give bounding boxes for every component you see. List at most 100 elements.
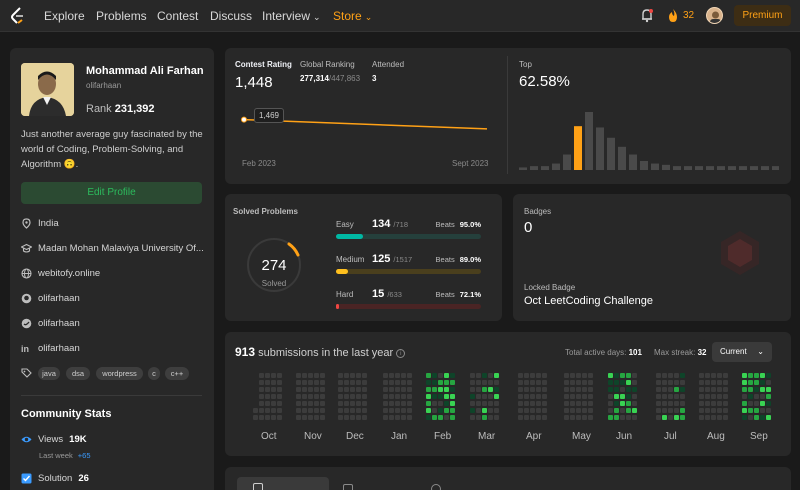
histogram-bar[interactable] <box>728 166 736 170</box>
heatmap-cell[interactable] <box>314 415 319 420</box>
heatmap-cell[interactable] <box>582 387 587 392</box>
heatmap-cell[interactable] <box>259 380 264 385</box>
heatmap-cell[interactable] <box>766 401 771 406</box>
heatmap-cell[interactable] <box>536 380 541 385</box>
heatmap-cell[interactable] <box>570 408 575 413</box>
heatmap-cell[interactable] <box>401 380 406 385</box>
heatmap-cell[interactable] <box>362 415 367 420</box>
heatmap-cell[interactable] <box>608 408 613 413</box>
heatmap-cell[interactable] <box>711 394 716 399</box>
heatmap-cell[interactable] <box>656 415 661 420</box>
heatmap-cell[interactable] <box>438 401 443 406</box>
heatmap-cell[interactable] <box>536 408 541 413</box>
heatmap-cell[interactable] <box>338 380 343 385</box>
heatmap-cell[interactable] <box>754 380 759 385</box>
heatmap-cell[interactable] <box>699 415 704 420</box>
heatmap-cell[interactable] <box>699 387 704 392</box>
heatmap-cell[interactable] <box>674 408 679 413</box>
heatmap-cell[interactable] <box>662 394 667 399</box>
heatmap-cell[interactable] <box>614 394 619 399</box>
heatmap-cell[interactable] <box>383 394 388 399</box>
heatmap-cell[interactable] <box>494 394 499 399</box>
heatmap-cell[interactable] <box>705 415 710 420</box>
heatmap-cell[interactable] <box>588 415 593 420</box>
heatmap-cell[interactable] <box>344 373 349 378</box>
heatmap-cell[interactable] <box>760 408 765 413</box>
heatmap-cell[interactable] <box>582 415 587 420</box>
heatmap-cell[interactable] <box>383 408 388 413</box>
heatmap-cell[interactable] <box>389 373 394 378</box>
heatmap-cell[interactable] <box>271 380 276 385</box>
heatmap-cell[interactable] <box>362 401 367 406</box>
heatmap-cell[interactable] <box>350 387 355 392</box>
heatmap-cell[interactable] <box>608 401 613 406</box>
heatmap-cell[interactable] <box>426 394 431 399</box>
heatmap-cell[interactable] <box>389 387 394 392</box>
notification-bell-icon[interactable] <box>640 8 654 23</box>
heatmap-cell[interactable] <box>626 401 631 406</box>
heatmap-cell[interactable] <box>564 408 569 413</box>
heatmap-cell[interactable] <box>350 415 355 420</box>
heatmap-cell[interactable] <box>536 373 541 378</box>
heatmap-cell[interactable] <box>277 408 282 413</box>
heatmap-cell[interactable] <box>656 387 661 392</box>
heatmap-cell[interactable] <box>760 380 765 385</box>
heatmap-cell[interactable] <box>518 373 523 378</box>
heatmap-cell[interactable] <box>308 394 313 399</box>
heatmap-cell[interactable] <box>308 387 313 392</box>
heatmap-cell[interactable] <box>662 373 667 378</box>
heatmap-cell[interactable] <box>576 401 581 406</box>
heatmap-cell[interactable] <box>482 373 487 378</box>
heatmap-cell[interactable] <box>395 408 400 413</box>
heatmap-cell[interactable] <box>576 380 581 385</box>
heatmap-cell[interactable] <box>302 401 307 406</box>
heatmap-cell[interactable] <box>476 394 481 399</box>
heatmap-cell[interactable] <box>626 408 631 413</box>
heatmap-cell[interactable] <box>482 387 487 392</box>
heatmap-cell[interactable] <box>614 387 619 392</box>
heatmap-cell[interactable] <box>542 408 547 413</box>
heatmap-cell[interactable] <box>614 373 619 378</box>
heatmap-cell[interactable] <box>699 373 704 378</box>
heatmap-cell[interactable] <box>338 408 343 413</box>
nav-store[interactable]: Store ⌄ <box>333 9 372 23</box>
heatmap-cell[interactable] <box>582 408 587 413</box>
heatmap-cell[interactable] <box>717 380 722 385</box>
heatmap-cell[interactable] <box>444 380 449 385</box>
heatmap-cell[interactable] <box>407 408 412 413</box>
heatmap-cell[interactable] <box>748 373 753 378</box>
heatmap-cell[interactable] <box>470 387 475 392</box>
year-select[interactable]: Current ⌄ <box>712 342 772 362</box>
histogram-bar[interactable] <box>695 166 703 170</box>
heatmap-cell[interactable] <box>438 394 443 399</box>
heatmap-cell[interactable] <box>314 394 319 399</box>
heatmap-cell[interactable] <box>518 387 523 392</box>
heatmap-cell[interactable] <box>668 387 673 392</box>
heatmap-cell[interactable] <box>265 394 270 399</box>
heatmap-cell[interactable] <box>632 401 637 406</box>
heatmap-cell[interactable] <box>680 380 685 385</box>
heatmap-cell[interactable] <box>407 387 412 392</box>
heatmap-cell[interactable] <box>476 408 481 413</box>
locked-badge-icon[interactable] <box>718 229 762 277</box>
heatmap-cell[interactable] <box>259 373 264 378</box>
histogram-bar[interactable] <box>629 154 637 170</box>
heatmap-cell[interactable] <box>314 387 319 392</box>
heatmap-cell[interactable] <box>748 408 753 413</box>
heatmap-cell[interactable] <box>742 387 747 392</box>
linkedin-link[interactable]: olifarhaan <box>38 343 80 354</box>
heatmap-cell[interactable] <box>488 415 493 420</box>
heatmap-cell[interactable] <box>542 401 547 406</box>
heatmap-cell[interactable] <box>277 373 282 378</box>
heatmap-cell[interactable] <box>723 415 728 420</box>
heatmap-cell[interactable] <box>344 401 349 406</box>
heatmap-cell[interactable] <box>426 415 431 420</box>
heatmap-cell[interactable] <box>265 401 270 406</box>
histogram-bar[interactable] <box>574 126 582 170</box>
leetcode-logo-icon[interactable] <box>9 6 27 26</box>
heatmap-cell[interactable] <box>524 415 529 420</box>
heatmap-cell[interactable] <box>754 387 759 392</box>
heatmap-cell[interactable] <box>444 373 449 378</box>
nav-discuss[interactable]: Discuss <box>210 9 253 23</box>
heatmap-cell[interactable] <box>536 387 541 392</box>
